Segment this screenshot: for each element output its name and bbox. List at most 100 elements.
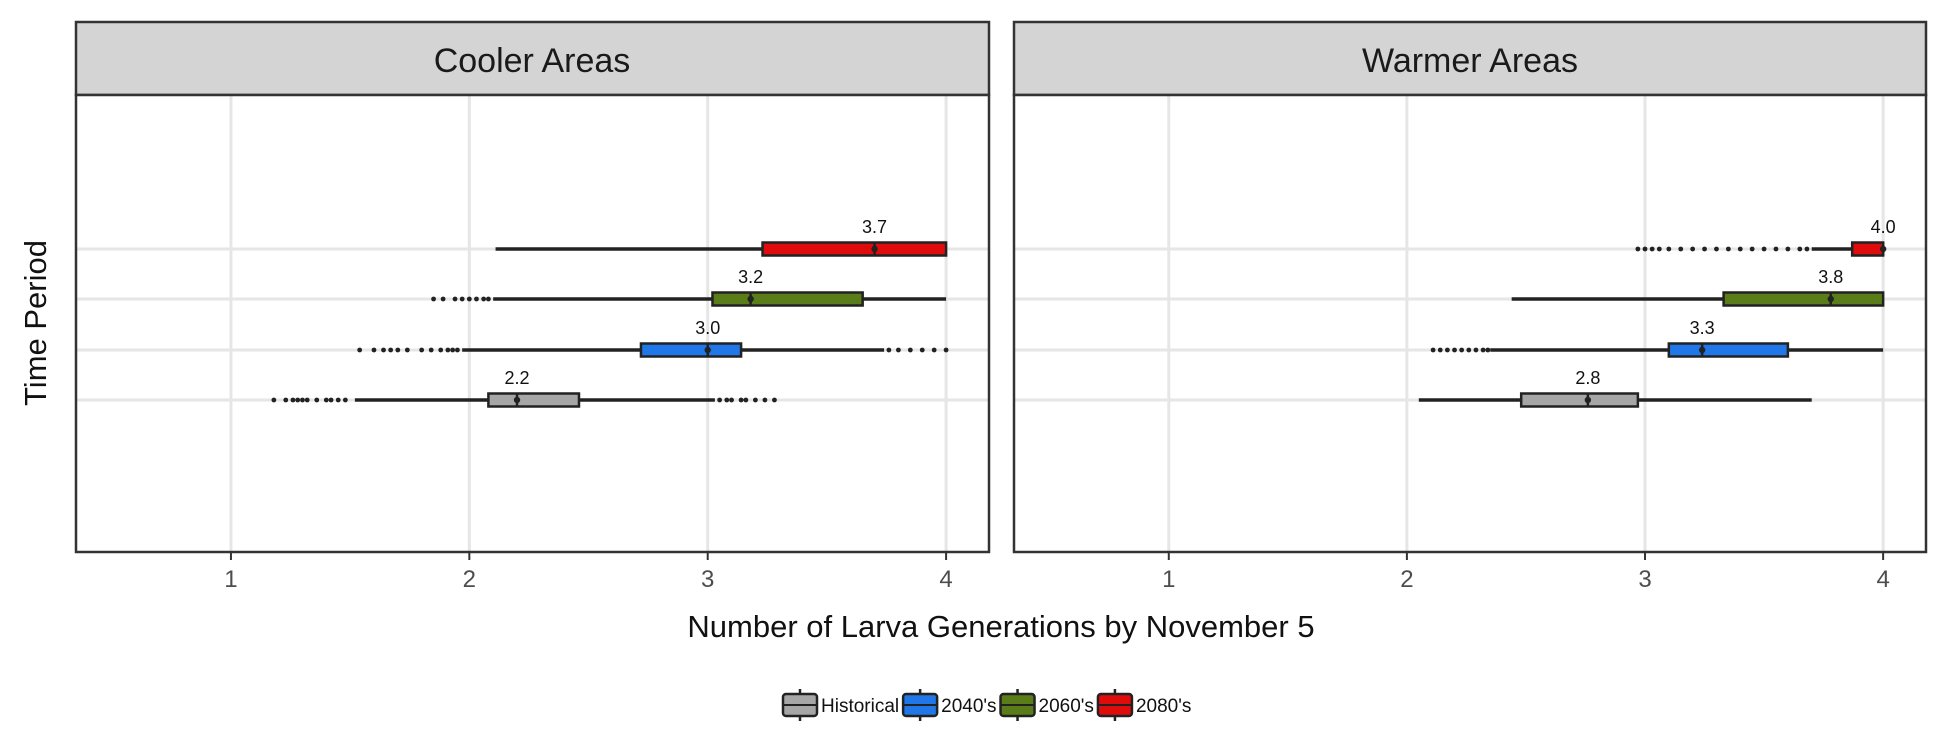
- outlier-point: [1749, 246, 1755, 252]
- boxes-cooler: 2.2 3.0 3.2 3.7: [271, 217, 949, 408]
- outlier-point: [1649, 246, 1655, 252]
- x-tick-label: 3: [701, 566, 714, 593]
- outlier-point: [907, 347, 913, 353]
- outlier-point: [1702, 246, 1707, 252]
- outlier-point: [300, 397, 305, 403]
- iqr-box: [487, 392, 581, 408]
- median-point: [1879, 245, 1887, 253]
- legend-label: 2080's: [1136, 696, 1191, 717]
- outlier-point: [271, 397, 277, 403]
- iqr-box: [1850, 241, 1885, 257]
- outlier-point: [455, 347, 460, 353]
- box-2040s: 3.3: [1430, 318, 1884, 358]
- box-historical: 2.8: [1418, 368, 1812, 408]
- median-label: 3.2: [738, 267, 763, 287]
- median-label: 3.8: [1818, 267, 1843, 287]
- outlier-point: [1725, 246, 1731, 252]
- box-2080s: 3.7: [495, 217, 948, 257]
- outlier-point: [452, 296, 458, 302]
- outlier-point: [1480, 347, 1486, 353]
- iqr-box: [1722, 291, 1885, 307]
- legend-item-2060s: 2060's: [999, 689, 1094, 721]
- outlier-point: [762, 397, 768, 403]
- outlier-point: [1785, 246, 1791, 252]
- panel-title-warmer: Warmer Areas: [1362, 42, 1578, 80]
- outlier-point: [323, 397, 329, 403]
- median-point: [1698, 346, 1706, 354]
- outlier-point: [431, 296, 436, 302]
- outlier-point: [371, 347, 377, 353]
- outlier-point: [919, 347, 925, 353]
- median-point: [747, 295, 754, 303]
- outlier-point: [931, 347, 937, 353]
- outlier-point: [404, 347, 410, 353]
- x-tick-label: 4: [1876, 566, 1889, 593]
- outlier-point: [1666, 246, 1672, 252]
- plot-border-cooler: [74, 93, 991, 554]
- median-label: 3.7: [862, 217, 887, 237]
- legend: Historical 2040's 2060's 2080's: [781, 689, 1191, 721]
- x-tick-label: 2: [1400, 566, 1413, 593]
- median-point: [704, 346, 711, 354]
- median-point: [1584, 396, 1592, 404]
- outlier-point: [1642, 246, 1648, 252]
- outlier-point: [1473, 347, 1479, 353]
- y-axis-title: Time Period: [18, 240, 53, 406]
- outlier-point: [772, 397, 777, 403]
- outlier-point: [295, 397, 301, 403]
- x-axis-cooler: 1 2 3 4: [224, 552, 953, 593]
- x-tick-label: 4: [939, 566, 952, 593]
- iqr-box: [1519, 392, 1640, 408]
- outlier-point: [752, 397, 758, 403]
- iqr-box: [1667, 342, 1790, 358]
- outlier-point: [485, 296, 491, 302]
- outlier-point: [1678, 246, 1684, 252]
- outlier-point: [1485, 347, 1491, 353]
- legend-label: 2040's: [941, 696, 996, 717]
- outlier-point: [428, 347, 434, 353]
- outlier-point: [1714, 246, 1719, 252]
- outlier-point: [395, 347, 401, 353]
- median-label: 4.0: [1871, 217, 1896, 237]
- outlier-point: [381, 347, 386, 353]
- outlier-point: [388, 347, 394, 353]
- outlier-point: [438, 347, 444, 353]
- x-tick-label: 1: [224, 566, 237, 593]
- median-point: [513, 396, 521, 404]
- x-tick-label: 2: [463, 566, 476, 593]
- outlier-point: [357, 347, 363, 353]
- legend-item-historical: Historical: [781, 689, 899, 721]
- panel-cooler-areas: Cooler Areas 2.2 3.0 3.2 3.7 1 2 3 4: [74, 20, 991, 593]
- outlier-point: [1690, 246, 1696, 252]
- iqr-box: [761, 241, 948, 257]
- box-2040s: 3.0: [357, 318, 949, 358]
- outlier-point: [743, 397, 749, 403]
- outlier-point: [1437, 347, 1443, 353]
- outlier-point: [1797, 246, 1803, 252]
- median-label: 2.8: [1575, 368, 1600, 388]
- legend-item-2040s: 2040's: [901, 689, 997, 721]
- median-label: 3.3: [1690, 318, 1715, 338]
- outlier-point: [328, 397, 334, 403]
- outlier-point: [1737, 246, 1743, 252]
- outlier-point: [1773, 246, 1779, 252]
- outlier-point: [717, 397, 723, 403]
- outlier-point: [738, 397, 744, 403]
- plot-border-warmer: [1012, 93, 1928, 554]
- plot-area-cooler: [76, 95, 989, 552]
- outlier-point: [886, 347, 892, 353]
- outlier-point: [290, 397, 296, 403]
- box-historical: 2.2: [271, 368, 777, 408]
- box-2060s: 3.2: [431, 267, 947, 307]
- panel-strip-warmer: [1012, 20, 1928, 97]
- outlier-point: [896, 347, 901, 353]
- panel-warmer-areas: Warmer Areas 2.8 3.3 3.8 4.0 1 2 3 4: [1012, 20, 1928, 593]
- x-axis-warmer: 1 2 3 4: [1162, 552, 1890, 593]
- outlier-point: [1452, 347, 1457, 353]
- outlier-point: [283, 397, 289, 403]
- box-2060s: 3.8: [1511, 267, 1885, 307]
- x-tick-label: 3: [1638, 566, 1651, 593]
- outlier-point: [450, 347, 456, 353]
- outlier-point: [445, 347, 451, 353]
